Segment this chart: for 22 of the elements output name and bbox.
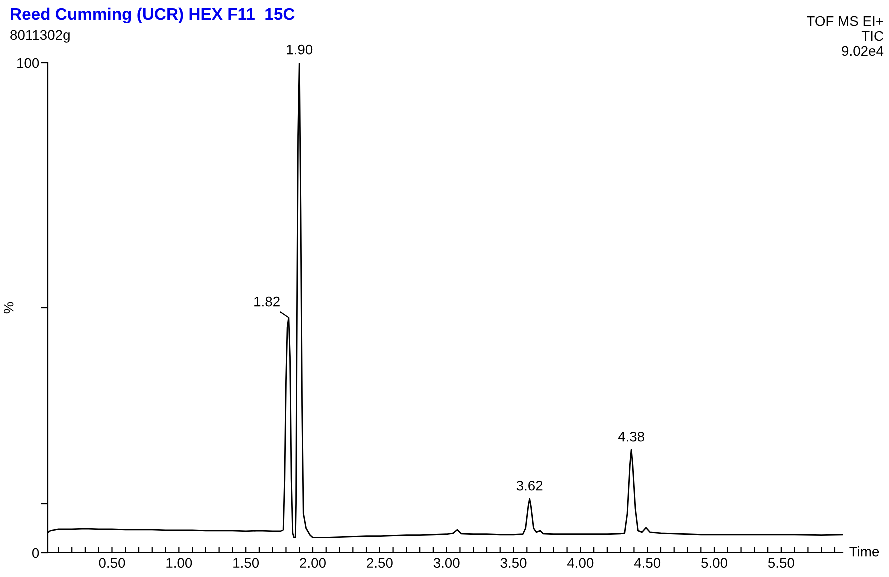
x-tick-label: 4.00 <box>567 558 594 568</box>
y-tick-label: 0 <box>32 548 40 558</box>
x-tick-label: 2.00 <box>300 558 326 568</box>
x-tick-label: 5.50 <box>768 558 794 568</box>
annotation: 1.90 <box>287 44 313 55</box>
x-tick-label: 3.00 <box>434 558 460 568</box>
annotation: 3.62 <box>516 480 543 491</box>
x-tick-label: 3.50 <box>500 558 527 568</box>
x-tick-label: 2.50 <box>367 558 393 568</box>
x-tick-label: 1.00 <box>166 558 192 568</box>
chart-title: Reed Cumming (UCR) HEX F11 15C <box>11 8 295 24</box>
x-tick-label: 0.50 <box>99 558 126 568</box>
x-tick-label: 1.50 <box>234 558 260 568</box>
y-tick-label: 100 <box>18 58 40 68</box>
y-axis-title: % <box>4 302 14 314</box>
x-axis-title: Time <box>850 546 880 557</box>
text: 8011302g <box>10 30 70 43</box>
x-tick-label: 5.00 <box>702 558 728 568</box>
x-tick-label: 4.50 <box>634 558 661 568</box>
text: TOF MS EI+ TIC 9.02e4 <box>807 16 884 56</box>
annotation: 4.38 <box>618 432 644 442</box>
annotation: 1.82 <box>254 296 280 307</box>
